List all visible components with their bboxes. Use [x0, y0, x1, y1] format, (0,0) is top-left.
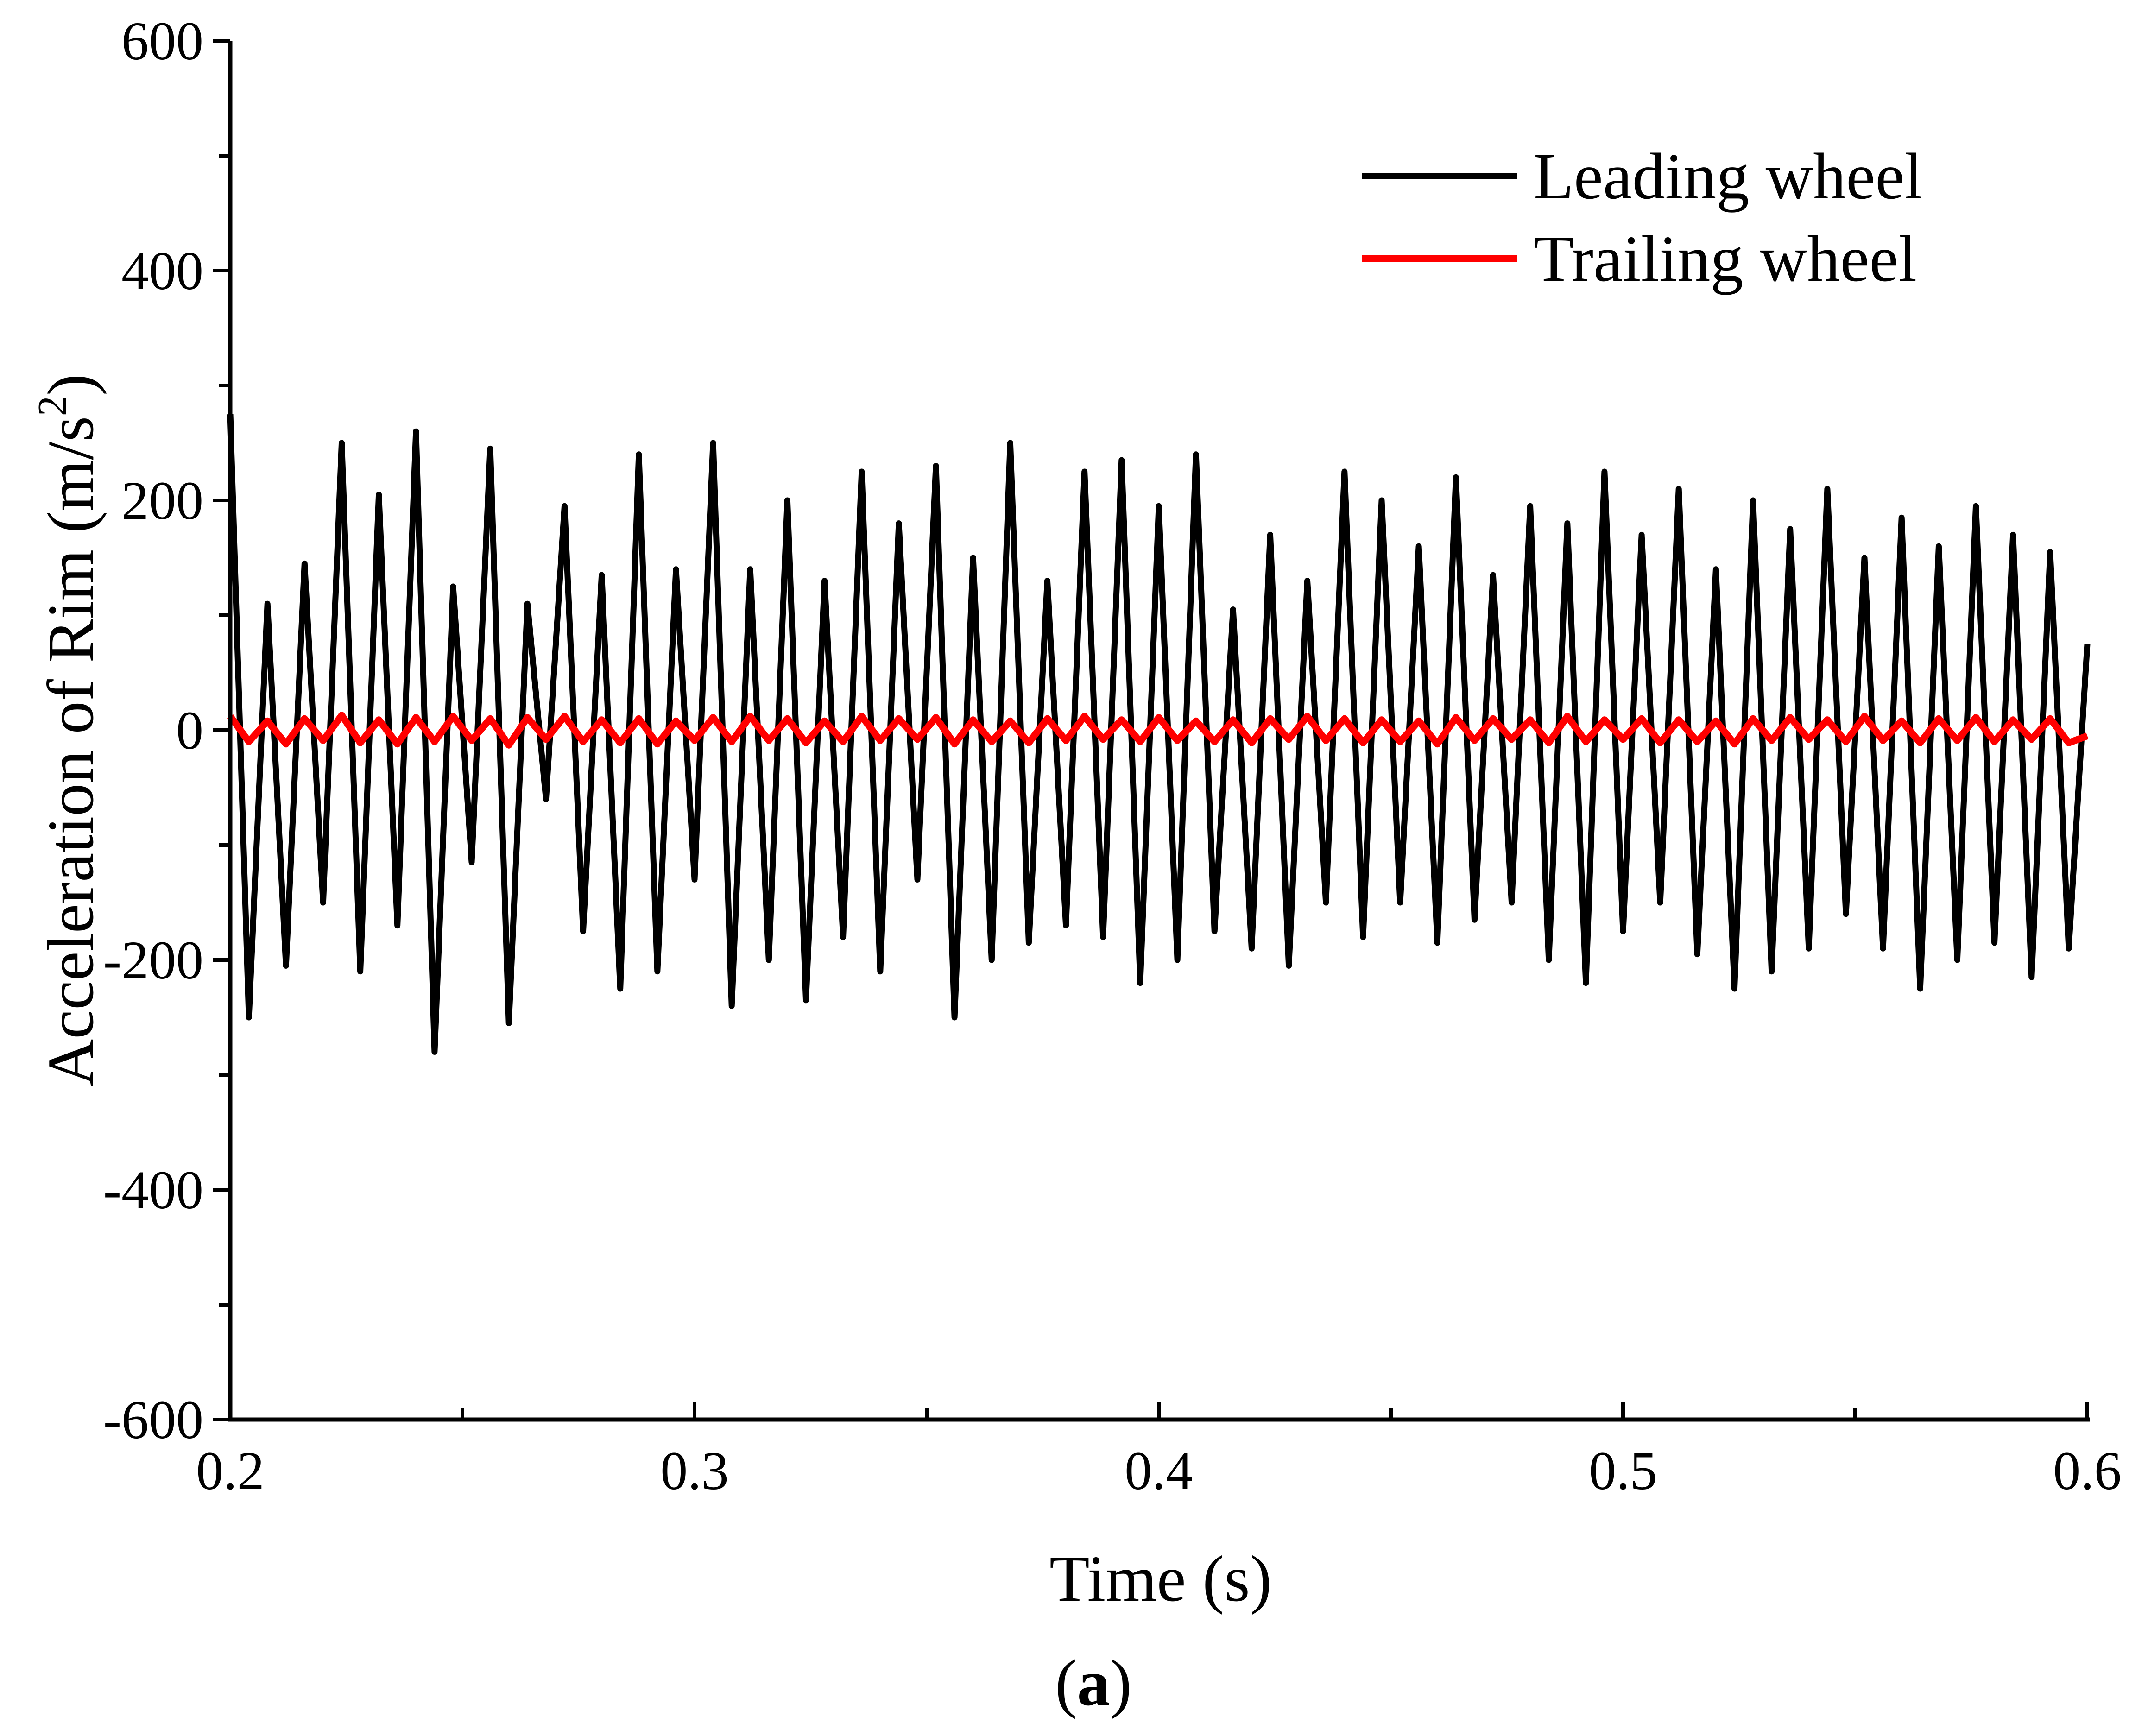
panel-label-close: )	[1110, 1646, 1132, 1719]
series-line-trailing-wheel	[227, 712, 2089, 749]
legend-label-leading-wheel: Leading wheel	[1534, 139, 1923, 213]
legend-label-trailing-wheel: Trailing wheel	[1534, 222, 1917, 295]
y-tick-label: -600	[103, 1389, 203, 1450]
x-tick-label: 0.4	[1125, 1440, 1193, 1501]
series-line-leading-wheel	[227, 414, 2091, 1055]
x-tick-label: 0.3	[660, 1440, 729, 1501]
y-ticks: -600 -400 -200 0 200 400 600	[103, 11, 230, 1450]
legend: Leading wheel Trailing wheel	[1362, 139, 1923, 295]
y-tick-label: 400	[121, 240, 203, 301]
y-tick-label: 0	[176, 700, 203, 761]
y-tick-label: -200	[103, 930, 203, 991]
panel-label: (a)	[1055, 1646, 1132, 1719]
y-tick-label: -400	[103, 1160, 203, 1220]
y-tick-label: 600	[121, 11, 203, 71]
x-tick-label: 0.6	[2053, 1440, 2122, 1501]
x-tick-label: 0.2	[196, 1440, 265, 1501]
plot-area: -600 -400 -200 0 200 400 600 0.2 0.3 0.4 0.5 0.6	[103, 11, 2122, 1501]
x-ticks: 0.2 0.3 0.4 0.5 0.6	[196, 1402, 2122, 1501]
y-axis-title-close: )	[34, 374, 107, 396]
y-tick-label: 200	[121, 470, 203, 531]
x-axis-title: Time (s)	[1049, 1542, 1272, 1615]
panel-label-open: (	[1055, 1646, 1077, 1719]
x-tick-label: 0.5	[1589, 1440, 1657, 1501]
y-axis-title-main: Acceleration of Rim (m/s	[34, 416, 107, 1086]
y-axis-title: Acceleration of Rim (m/s2)	[30, 374, 107, 1086]
panel-label-letter: a	[1077, 1646, 1110, 1719]
series-layer	[227, 414, 2091, 1055]
y-axis-title-superscript: 2	[30, 396, 75, 416]
